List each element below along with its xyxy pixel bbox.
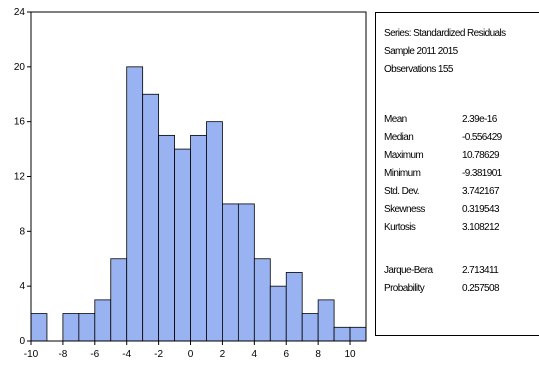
histogram-bar-10	[190, 134, 207, 342]
x-tick-label--8: -8	[58, 349, 67, 360]
histogram-bar-7	[142, 93, 160, 342]
y-tick-label-12: 12	[14, 172, 26, 183]
y-tick-label-4: 4	[19, 281, 25, 292]
histogram-bar-19	[333, 326, 351, 342]
histogram-bar-14	[253, 258, 271, 342]
x-tick-label--6: -6	[90, 349, 99, 360]
stat-label-skewness: Skewness	[384, 204, 425, 215]
stat-label-std-dev: Std. Dev.	[384, 186, 420, 197]
sample-line: Sample 2011 2015	[384, 46, 458, 57]
histogram-bar-8	[158, 134, 175, 342]
stat-label-mean: Mean	[384, 114, 407, 125]
stat-value-skewness: 0.319543	[462, 204, 500, 215]
stat-value-mean: 2.39e-16	[462, 114, 497, 125]
x-tick-label--4: -4	[122, 349, 131, 360]
histogram-bar-4	[94, 299, 112, 342]
stat-value-maximum: 10.78629	[462, 150, 500, 161]
x-tick-label-10: 10	[344, 349, 356, 360]
x-tick-label-0: 0	[188, 349, 194, 360]
histogram-bar-18	[317, 299, 335, 342]
series-line: Series: Standardized Residuals	[384, 28, 506, 39]
histogram-bar-9	[174, 148, 191, 342]
x-tick-label-6: 6	[283, 349, 289, 360]
stat-label-jarque-bera: Jarque-Bera	[384, 265, 433, 276]
histogram-bar-3	[78, 313, 96, 342]
y-tick-label-8: 8	[19, 226, 25, 237]
x-tick-label-8: 8	[315, 349, 321, 360]
stat-label-maximum: Maximum	[384, 150, 424, 161]
histogram-bar-12	[222, 203, 239, 342]
stat-value-jarque-bera: 2.713411	[462, 265, 499, 276]
histogram-bar-5	[110, 258, 128, 342]
stat-value-std-dev: 3.742167	[462, 186, 500, 197]
histogram-bar-6	[126, 66, 144, 342]
x-tick-label-2: 2	[220, 349, 226, 360]
stat-value-kurtosis: 3.108212	[462, 222, 500, 233]
y-tick-label-16: 16	[14, 117, 26, 128]
histogram-bar-17	[301, 313, 319, 342]
x-tick-label--10: -10	[24, 349, 39, 360]
observations-line: Observations 155	[384, 64, 453, 75]
histogram-bar-0	[30, 313, 48, 342]
y-tick-label-20: 20	[14, 62, 26, 73]
histogram-bar-13	[237, 203, 255, 342]
stat-value-median: -0.556429	[462, 132, 502, 143]
histogram-bar-15	[269, 285, 287, 342]
x-tick-label--2: -2	[154, 349, 163, 360]
stat-label-median: Median	[384, 132, 414, 143]
y-tick-label-24: 24	[14, 7, 26, 18]
stat-label-probability: Probability	[384, 283, 425, 294]
histogram-bar-2	[62, 313, 80, 342]
y-tick-label-0: 0	[19, 336, 25, 347]
stat-label-minimum: Minimum	[384, 168, 421, 179]
statistics-panel: Series: Standardized Residuals Sample 20…	[375, 12, 539, 336]
stat-label-kurtosis: Kurtosis	[384, 222, 416, 233]
histogram-bar-20	[349, 326, 367, 342]
stat-value-probability: 0.257508	[462, 283, 500, 294]
stat-value-minimum: -9.381901	[462, 168, 502, 179]
histogram-bar-11	[206, 121, 223, 342]
histogram-bar-16	[285, 272, 303, 342]
x-tick-label-4: 4	[252, 349, 258, 360]
